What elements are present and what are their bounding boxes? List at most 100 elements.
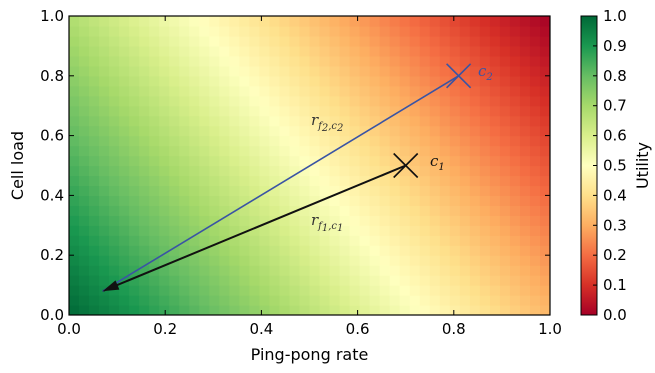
heatmap-cell xyxy=(199,25,210,37)
heatmap-cell xyxy=(259,75,271,87)
colorbar-tick-label: 1.0 xyxy=(603,7,627,25)
heatmap-cell xyxy=(369,195,381,206)
heatmap-cell xyxy=(519,185,531,196)
heatmap-cell xyxy=(329,305,341,315)
heatmap-cell xyxy=(419,155,431,167)
heatmap-cell xyxy=(459,45,471,57)
heatmap-cell xyxy=(239,165,250,177)
heatmap-cell xyxy=(179,225,190,236)
heatmap-cell xyxy=(249,275,260,286)
heatmap-cell xyxy=(339,45,351,57)
heatmap-cell xyxy=(159,285,170,296)
heatmap-cell xyxy=(149,295,160,306)
heatmap-cell xyxy=(269,305,281,315)
heatmap-cell xyxy=(319,85,331,97)
colorbar-tick-label: 0.0 xyxy=(603,306,627,324)
heatmap-cell xyxy=(529,145,541,157)
heatmap-cell xyxy=(179,55,190,67)
heatmap-cell xyxy=(339,275,351,286)
heatmap-cell xyxy=(489,45,501,57)
heatmap-cell xyxy=(289,155,301,167)
heatmap-cell xyxy=(319,155,331,167)
heatmap-cell xyxy=(79,55,90,67)
heatmap-cell xyxy=(359,75,371,87)
heatmap-cell xyxy=(299,45,311,57)
heatmap-cell xyxy=(349,25,361,37)
colorbar-tick-label: 0.8 xyxy=(603,67,627,85)
heatmap-cell xyxy=(379,215,391,226)
heatmap-cell xyxy=(439,55,451,67)
heatmap-cell xyxy=(459,135,471,147)
heatmap-cell xyxy=(129,145,140,157)
heatmap-cell xyxy=(379,25,391,37)
heatmap-cell xyxy=(399,45,411,57)
heatmap-cell xyxy=(279,185,291,196)
heatmap-cell xyxy=(529,265,541,276)
heatmap-cell xyxy=(479,175,491,187)
arrow-2 xyxy=(102,75,460,292)
heatmap-cell xyxy=(159,255,170,266)
heatmap-cell xyxy=(329,85,341,97)
heatmap-cell xyxy=(129,55,140,67)
heatmap-cell xyxy=(239,155,250,167)
heatmap-cell xyxy=(229,235,240,246)
heatmap-cell xyxy=(129,245,140,256)
heatmap-cell xyxy=(539,95,550,107)
heatmap-cell xyxy=(189,95,200,107)
heatmap-cell xyxy=(379,255,391,266)
heatmap-cell xyxy=(359,275,371,286)
heatmap-cell xyxy=(519,175,531,187)
heatmap-cell xyxy=(409,305,421,315)
heatmap-cell xyxy=(399,16,411,27)
heatmap-cell xyxy=(329,275,341,286)
heatmap-cell xyxy=(429,75,441,87)
heatmap-cell xyxy=(289,255,301,266)
heatmap-cell xyxy=(419,105,431,117)
heatmap-cell xyxy=(259,35,271,47)
heatmap-cell xyxy=(529,205,541,216)
heatmap-cell xyxy=(359,205,371,216)
heatmap-cell xyxy=(339,25,351,37)
heatmap-cell xyxy=(279,295,291,306)
heatmap-cell xyxy=(509,175,521,187)
heatmap-cell xyxy=(439,35,451,47)
heatmap-cell xyxy=(529,275,541,286)
heatmap-cell xyxy=(409,145,421,157)
heatmap-cell xyxy=(189,205,200,216)
heatmap-cell xyxy=(109,95,120,107)
heatmap-cell xyxy=(509,155,521,167)
heatmap-cell xyxy=(199,115,210,127)
heatmap-cell xyxy=(459,105,471,117)
heatmap-cell xyxy=(179,195,190,206)
heatmap-cell xyxy=(429,215,441,226)
heatmap-cell xyxy=(189,55,200,67)
heatmap-cell xyxy=(349,215,361,226)
heatmap-cell xyxy=(169,45,180,57)
heatmap-cell xyxy=(309,255,321,266)
heatmap-cell xyxy=(129,235,140,246)
x-tick-label: 0.0 xyxy=(57,320,81,338)
heatmap-cell xyxy=(229,25,240,37)
heatmap-cell xyxy=(419,35,431,47)
heatmap-cell xyxy=(409,235,421,246)
heatmap-cell xyxy=(239,295,250,306)
heatmap-cell xyxy=(129,75,140,87)
heatmap-cell xyxy=(149,235,160,246)
heatmap-cell xyxy=(89,25,100,37)
heatmap-cell xyxy=(169,185,180,196)
heatmap-cell xyxy=(139,295,150,306)
heatmap-cell xyxy=(429,65,441,77)
heatmap-cell xyxy=(479,75,491,87)
heatmap-cell xyxy=(329,125,341,137)
heatmap-cell xyxy=(269,125,281,137)
heatmap-cell xyxy=(69,205,80,216)
heatmap-cell xyxy=(429,95,441,107)
heatmap-cell xyxy=(79,205,90,216)
heatmap-cell xyxy=(389,215,401,226)
heatmap-cell xyxy=(519,155,531,167)
heatmap-cell xyxy=(499,95,511,107)
heatmap-cell xyxy=(409,175,421,187)
heatmap-cell xyxy=(129,225,140,236)
heatmap-cell xyxy=(239,275,250,286)
heatmap-cell xyxy=(429,105,441,117)
